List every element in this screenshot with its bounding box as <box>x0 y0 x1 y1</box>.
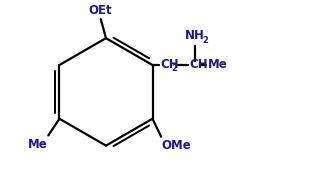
Text: NH: NH <box>184 29 204 43</box>
Text: Me: Me <box>208 58 227 71</box>
Text: CH: CH <box>189 58 208 71</box>
Text: 2: 2 <box>171 64 177 73</box>
Text: CH: CH <box>160 58 179 71</box>
Text: 2: 2 <box>203 36 209 45</box>
Text: OMe: OMe <box>162 139 192 152</box>
Text: Me: Me <box>28 138 47 151</box>
Text: OEt: OEt <box>88 4 112 17</box>
